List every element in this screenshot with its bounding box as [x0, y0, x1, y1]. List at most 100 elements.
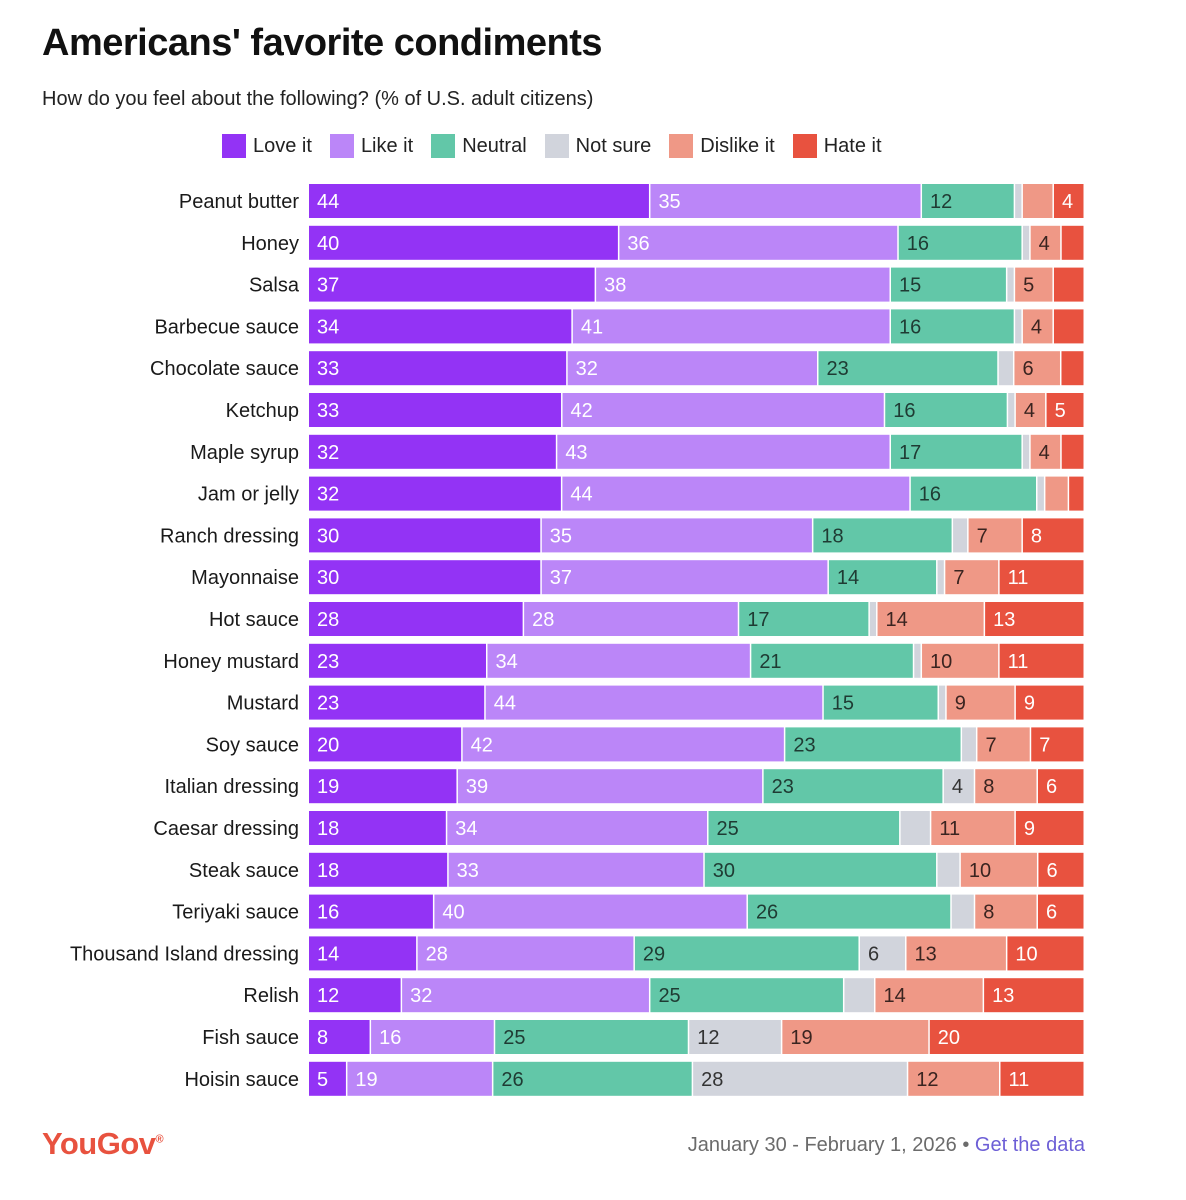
get-the-data-link[interactable]: Get the data — [974, 1134, 1085, 1156]
bar-segment — [875, 978, 983, 1013]
data-label: 13 — [915, 943, 937, 965]
bar-segment — [1061, 351, 1084, 386]
logo-text: YouGov — [42, 1126, 156, 1161]
category-label: Honey mustard — [163, 651, 299, 673]
bar-segment — [1031, 727, 1084, 762]
bar-segment — [309, 769, 457, 804]
bar-segment — [960, 852, 1037, 887]
bar-segment — [1030, 225, 1061, 260]
data-label: 32 — [317, 442, 339, 464]
category-label: Soy sauce — [206, 734, 299, 756]
bar-segment — [813, 518, 952, 553]
data-label: 8 — [1031, 525, 1042, 547]
data-label: 16 — [899, 316, 921, 338]
bar-segment — [693, 1061, 907, 1096]
data-label: 8 — [983, 902, 994, 924]
bar-segment — [943, 769, 974, 804]
data-label: 41 — [581, 316, 603, 338]
data-label: 16 — [919, 484, 941, 506]
bar-segment — [998, 351, 1013, 386]
bar-segment — [914, 643, 921, 678]
data-label: 32 — [317, 484, 339, 506]
data-label: 21 — [759, 651, 781, 673]
legend-swatch — [544, 134, 569, 158]
category-label: Salsa — [249, 275, 300, 297]
data-label: 37 — [550, 567, 572, 589]
data-label: 19 — [317, 776, 339, 798]
yougov-logo: YouGov® — [42, 1126, 164, 1162]
data-label: 26 — [501, 1069, 523, 1091]
legend-label: Love it — [253, 134, 312, 157]
data-label: 35 — [658, 191, 680, 213]
bar-segment — [487, 643, 750, 678]
category-label: Italian dressing — [164, 776, 299, 798]
data-label: 9 — [1024, 818, 1035, 840]
bar-segment — [922, 643, 999, 678]
data-label: 42 — [471, 734, 493, 756]
bar-segment — [945, 560, 999, 595]
bar-segment — [869, 602, 877, 636]
data-label: 14 — [883, 985, 905, 1007]
bar-segment — [1015, 309, 1022, 344]
bar-segment — [309, 560, 541, 595]
data-label: 16 — [893, 400, 915, 422]
bar-segment — [309, 978, 401, 1013]
bar-segment — [417, 936, 634, 971]
bar-segment — [818, 351, 998, 386]
data-label: 12 — [697, 1027, 719, 1049]
data-label: 10 — [1015, 943, 1037, 965]
bar-segment — [309, 393, 562, 427]
bar-segment — [557, 434, 890, 469]
bar-segment — [371, 1020, 494, 1054]
data-label: 23 — [793, 734, 815, 756]
category-label: Ketchup — [226, 400, 299, 422]
data-label: 34 — [495, 651, 517, 673]
data-label: 14 — [837, 567, 859, 589]
bar-segment — [1061, 434, 1084, 469]
bar-segment — [1046, 393, 1084, 427]
bar-segment — [1037, 476, 1044, 511]
bar-segment — [1022, 184, 1053, 218]
bar-segment — [763, 769, 943, 804]
bar-segment — [1022, 518, 1084, 553]
bar-segment — [1037, 769, 1084, 804]
bar-segment — [984, 978, 1084, 1013]
bar-segment — [1015, 267, 1053, 302]
data-label: 37 — [317, 275, 339, 297]
data-label: 32 — [576, 358, 598, 380]
data-label: 36 — [627, 233, 649, 255]
legend-item: Love it — [222, 134, 312, 158]
data-label: 14 — [317, 943, 339, 965]
data-label: 28 — [426, 943, 448, 965]
bar-segment — [309, 936, 417, 971]
category-label: Fish sauce — [202, 1027, 299, 1049]
bar-segment — [931, 811, 1015, 845]
bar-segment — [309, 1020, 370, 1054]
data-label: 7 — [977, 525, 988, 547]
data-label: 34 — [455, 818, 477, 840]
legend-label: Dislike it — [700, 134, 775, 157]
bar-segment — [828, 560, 937, 595]
legend-swatch — [329, 134, 354, 158]
category-label: Chocolate sauce — [150, 358, 299, 380]
data-label: 16 — [317, 902, 339, 924]
bar-segment — [309, 1061, 346, 1096]
data-label: 33 — [457, 860, 479, 882]
data-label: 18 — [317, 818, 339, 840]
data-label: 10 — [969, 860, 991, 882]
category-label: Peanut butter — [179, 191, 299, 213]
data-label: 12 — [930, 191, 952, 213]
data-label: 23 — [826, 358, 848, 380]
bar-segment — [309, 602, 523, 636]
bar-segment — [650, 184, 921, 218]
bar-segment — [929, 1020, 1084, 1054]
bar-segment — [1000, 1061, 1084, 1096]
legend-item: Like it — [329, 134, 413, 158]
bar-segment — [823, 685, 938, 720]
bar-segment — [309, 643, 486, 678]
bar-segment — [1037, 894, 1084, 929]
bar-segment — [1008, 393, 1015, 427]
data-label: 44 — [317, 191, 339, 213]
data-label: 35 — [550, 525, 572, 547]
